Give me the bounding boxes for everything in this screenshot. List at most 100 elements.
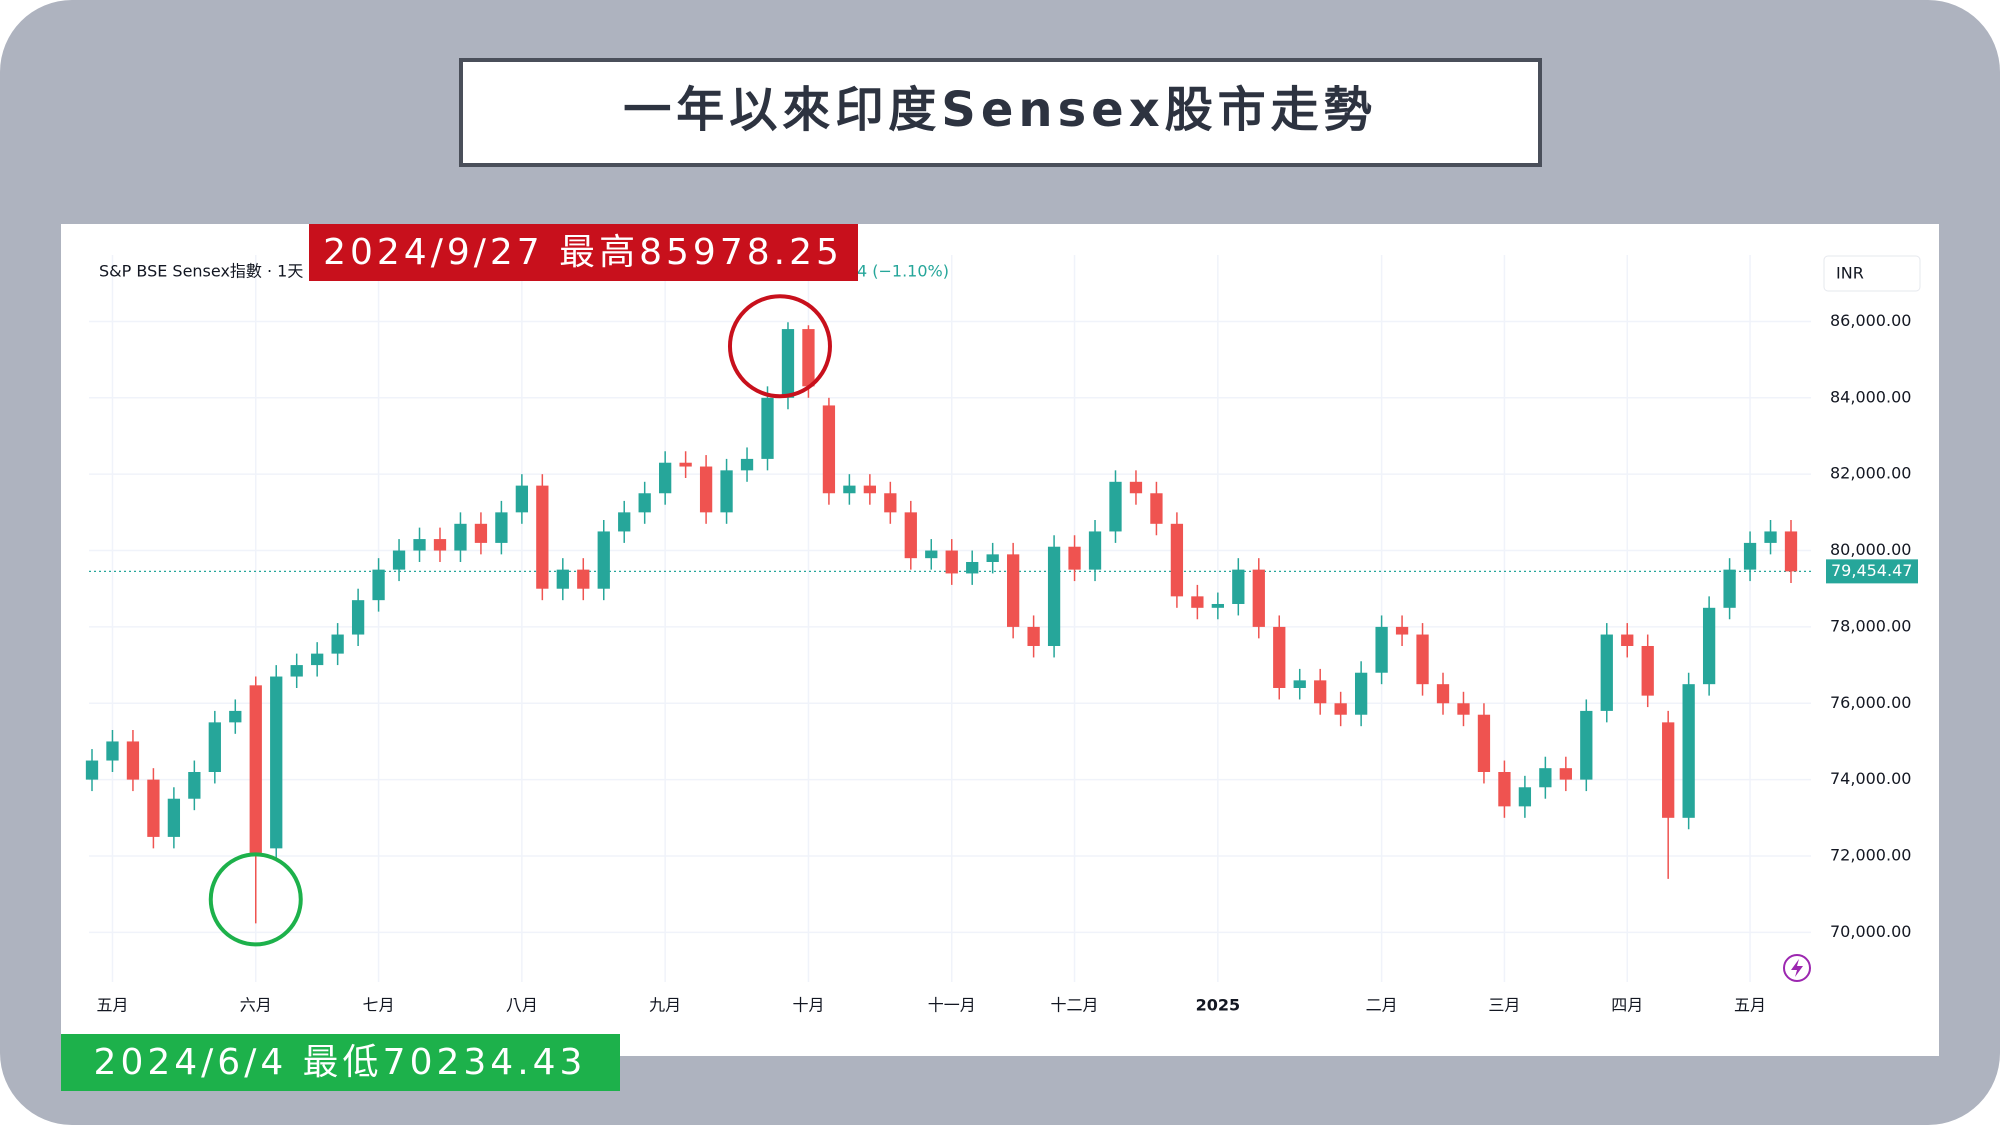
candle-body <box>618 512 631 532</box>
x-tick-label: 五月 <box>96 996 128 1015</box>
candle-body <box>802 329 815 387</box>
x-tick-label: 十月 <box>792 996 824 1015</box>
y-tick-label: 72,000.00 <box>1830 845 1911 864</box>
candle-body <box>1109 481 1122 532</box>
candle-body <box>659 462 672 494</box>
candle-body <box>740 458 754 471</box>
change-text: 4 (−1.10%) <box>857 262 949 281</box>
y-tick-label: 78,000.00 <box>1830 616 1911 635</box>
candle-body <box>1232 569 1245 604</box>
lightning-icon[interactable] <box>1783 954 1811 982</box>
candle-body <box>904 512 917 559</box>
candle-body <box>188 771 201 799</box>
candle-body <box>699 466 713 513</box>
candle-body <box>1334 703 1347 715</box>
candle-body <box>863 485 876 494</box>
y-tick-label: 80,000.00 <box>1830 540 1911 559</box>
candle-body <box>1150 493 1163 524</box>
candle-body <box>126 741 140 780</box>
candle-body <box>270 676 283 849</box>
candle-body <box>1273 626 1286 688</box>
x-tick-label: 八月 <box>506 996 538 1015</box>
candle-body <box>351 600 365 635</box>
x-tick-label: 九月 <box>649 996 681 1015</box>
candle-body <box>597 531 610 589</box>
candle-body <box>1621 634 1634 646</box>
candle-body <box>106 741 119 761</box>
x-tick-label: 三月 <box>1488 996 1520 1015</box>
y-tick-label: 84,000.00 <box>1830 387 1911 406</box>
candle-body <box>1662 722 1675 818</box>
candle-body <box>147 779 160 837</box>
candle-body <box>1047 546 1061 646</box>
candle-body <box>454 523 467 551</box>
x-tick-label: 六月 <box>240 996 272 1015</box>
y-tick-label: 76,000.00 <box>1830 693 1911 712</box>
currency-box <box>1823 255 1921 292</box>
candle-body <box>433 539 447 551</box>
candle-body <box>884 493 897 513</box>
candle-body <box>679 462 692 467</box>
candle-body <box>229 710 242 723</box>
low-banner <box>61 1034 620 1091</box>
last-price-label: 79,454.47 <box>1831 561 1912 580</box>
candle-body <box>1498 771 1511 807</box>
candle-body <box>1539 768 1552 788</box>
candle-body <box>1580 710 1593 780</box>
low-marker <box>208 852 303 947</box>
candle-body <box>822 405 836 494</box>
candle-body <box>1170 523 1184 597</box>
x-tick-label: 2025 <box>1196 996 1241 1015</box>
candle-body <box>413 539 426 551</box>
candle-body <box>1211 603 1224 608</box>
currency: INR <box>1836 264 1864 283</box>
candle-body <box>1252 569 1265 627</box>
candle-body <box>208 722 221 772</box>
candle-body <box>536 485 549 589</box>
candle-body <box>167 798 181 837</box>
x-tick-label: 七月 <box>363 996 395 1015</box>
headline: 一年以來印度Sensex股市走勢 <box>623 82 1376 138</box>
candle-body <box>1293 680 1306 688</box>
candle-body <box>966 561 979 574</box>
candle-body <box>85 760 99 780</box>
low-annotation: 2024/6/4 最低70234.43 <box>94 1042 587 1083</box>
last-price-tag <box>1826 559 1918 584</box>
candle-body <box>1375 626 1388 673</box>
candle-body <box>515 485 529 513</box>
x-tick-label: 十二月 <box>1051 996 1099 1015</box>
plot <box>85 255 1811 982</box>
candle-body <box>843 485 856 494</box>
candle-body <box>986 554 999 562</box>
candle-body <box>1723 569 1736 608</box>
candle-body <box>1682 684 1695 818</box>
candle-body <box>1354 672 1368 715</box>
candle-body <box>1191 596 1204 608</box>
candle-body <box>1416 634 1429 685</box>
candle-body <box>372 569 385 601</box>
candle-body <box>249 685 262 853</box>
candle-body <box>1129 481 1143 494</box>
candle-body <box>925 550 938 559</box>
chart-header: S&P BSE Sensex指數 · 1天 · <box>99 262 314 281</box>
x-tick-label: 二月 <box>1366 996 1398 1015</box>
title-box <box>459 58 1542 167</box>
candle-body <box>474 523 488 543</box>
candle-body <box>331 634 344 654</box>
candle-body <box>1457 703 1470 715</box>
candle-body <box>577 569 590 589</box>
high-marker <box>727 294 832 399</box>
y-tick-label: 82,000.00 <box>1830 464 1911 483</box>
candle-body <box>638 493 651 513</box>
y-tick-label: 86,000.00 <box>1830 311 1911 330</box>
candle-body <box>1600 634 1613 711</box>
x-tick-label: 四月 <box>1611 996 1643 1015</box>
candle-body <box>290 665 303 677</box>
candle-body <box>761 397 774 459</box>
candle-body <box>311 653 324 666</box>
high-annotation: 2024/9/27 最高85978.25 <box>323 232 843 273</box>
candle-body <box>720 470 733 513</box>
candle-body <box>1068 546 1081 570</box>
